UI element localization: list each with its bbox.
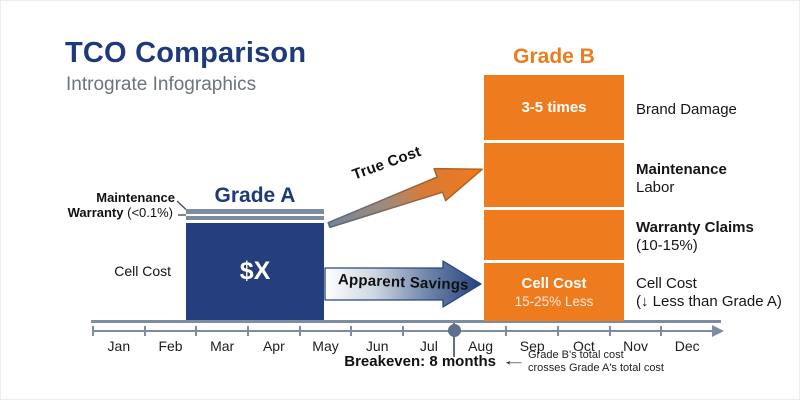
month-label: Jun: [365, 338, 389, 354]
grade-a-warranty-label-rest: (<0.1%): [123, 205, 173, 220]
left-arrow-icon: ←: [501, 353, 527, 368]
axis-tick: [350, 326, 352, 336]
axis-baseline: [91, 320, 721, 323]
true-cost-arrow: [327, 167, 483, 229]
axis-tick: [92, 326, 94, 336]
grade-b-cell-cost-value: Cell Cost: [521, 275, 587, 292]
grade-b-side-label-cell-cost: Cell Cost (↓ Less than Grade A): [636, 275, 782, 311]
grade-b-side-label-maintenance: Maintenance Labor: [636, 161, 727, 197]
grade-b-cell-cost-subvalue: 15-25% Less: [514, 294, 594, 309]
axis-tick: [609, 326, 611, 336]
grade-b-maintenance-labor-segment: [484, 143, 624, 207]
side-label-line1: Cell Cost: [636, 275, 697, 292]
breakeven-note-line1: Grade B's total cost: [528, 349, 624, 361]
breakeven-marker-line: [453, 323, 455, 357]
breakeven-note-line2: crosses Grade A's total cost: [528, 361, 664, 374]
axis-tick: [144, 326, 146, 336]
month-label: Aug: [468, 338, 493, 354]
axis-tick: [299, 326, 301, 336]
axis-tick: [402, 326, 404, 336]
month-label: Apr: [262, 338, 285, 354]
month-label: Mar: [210, 338, 235, 354]
month-label: Sep: [519, 338, 545, 354]
month-label: Feb: [158, 338, 183, 354]
page-subtitle: Intrograte Infographics: [66, 74, 257, 95]
grade-a-cell-cost-bar: $X: [186, 223, 324, 320]
timeline-arrowhead-icon: [712, 325, 724, 337]
breakeven-note: Grade B's total cost crosses Grade A's t…: [528, 349, 664, 374]
axis-tick: [712, 326, 714, 336]
side-label-line2: (10-15%): [636, 237, 698, 254]
grade-a-cell-cost-label: Cell Cost: [114, 263, 171, 279]
grade-b-warranty-claims-segment: [484, 210, 624, 260]
axis-tick: [505, 326, 507, 336]
month-label: Nov: [623, 338, 648, 354]
month-label: Jan: [107, 338, 131, 354]
grade-a-title: Grade A: [214, 184, 296, 207]
side-label-line1: Maintenance: [636, 161, 727, 178]
grade-b-side-label-warranty: Warranty Claims (10-15%): [636, 219, 754, 255]
side-label-line2: (↓ Less than Grade A): [636, 293, 782, 310]
grade-a-warranty-label: Warranty (<0.1%): [68, 205, 173, 220]
grade-a-warranty-label-bold: Warranty: [67, 205, 124, 220]
month-label: Oct: [572, 338, 595, 354]
grade-b-brand-damage-segment: 3-5 times: [484, 75, 624, 140]
axis-tick: [660, 326, 662, 336]
month-labels-row: Jan Feb Mar Apr May Jun Jul Aug Sep Oct …: [93, 338, 713, 354]
month-label: Jul: [419, 338, 438, 354]
axis-tick: [247, 326, 249, 336]
grade-b-side-label-brand-damage: Brand Damage: [636, 101, 737, 119]
breakeven-label: Breakeven: 8 months: [344, 353, 496, 370]
breakeven-marker-dot: [448, 324, 461, 337]
axis-tick: [557, 326, 559, 336]
side-label-line1: Brand Damage: [636, 101, 737, 118]
month-label: Dec: [674, 338, 700, 354]
month-label: May: [312, 338, 339, 354]
side-label-line2: Labor: [636, 179, 675, 196]
axis-tick: [195, 326, 197, 336]
grade-a-bar-value: $X: [239, 257, 271, 285]
grade-a-maintenance-label: Maintenance: [96, 190, 175, 205]
label-pointer-lines: [176, 200, 187, 216]
grade-b-brand-damage-value: 3-5 times: [521, 99, 587, 116]
side-label-line1: Warranty Claims: [636, 219, 754, 236]
apparent-savings-arrow: [324, 260, 482, 308]
grade-a-maintenance-strip: [186, 209, 324, 214]
grade-b-title: Grade B: [513, 45, 595, 68]
grade-b-cell-cost-segment: Cell Cost 15-25% Less: [484, 263, 624, 321]
grade-a-warranty-strip: [186, 216, 324, 220]
page-title: TCO Comparison: [65, 37, 307, 69]
